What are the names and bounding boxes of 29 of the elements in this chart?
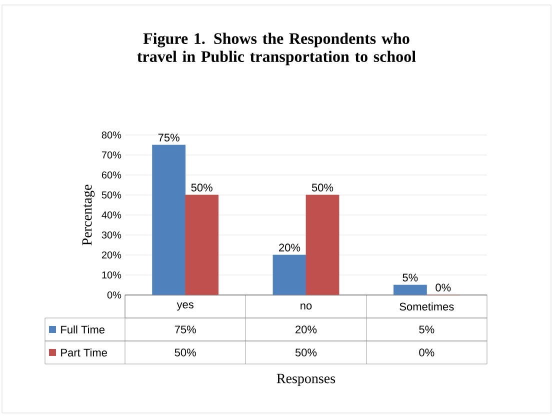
x-tick-label: yes	[176, 302, 194, 311]
x-axis-title: Responses	[276, 374, 336, 386]
y-tick-label: 10%	[102, 271, 122, 279]
x-tick-label: Sometimes	[400, 302, 454, 311]
data-label: 50%	[174, 348, 196, 356]
data-label: 5%	[419, 326, 434, 334]
y-axis-title: Percentage	[82, 184, 95, 246]
y-tick-label: 0%	[107, 291, 122, 299]
legend-label: Part Time	[61, 348, 107, 357]
chart-title: Figure 1. Shows the Respondents who travel in Public transportation to school	[137, 32, 416, 66]
text: 50%	[191, 184, 212, 192]
y-tick-label: 50%	[102, 191, 122, 199]
text: 50%	[312, 184, 334, 192]
x-tick-label: no	[300, 303, 312, 310]
y-tick-label: 20%	[102, 251, 122, 259]
legend-label: Full Time	[61, 325, 105, 334]
text: 5%	[402, 274, 418, 282]
data-label: 75%	[174, 326, 196, 334]
y-tick-label: 70%	[102, 151, 122, 159]
data-label: 0%	[419, 348, 434, 356]
text: 20%	[279, 244, 300, 252]
text: 0%	[436, 284, 451, 292]
y-tick-label: 80%	[102, 131, 122, 139]
y-tick-label: 40%	[102, 211, 122, 219]
data-label: 50%	[295, 348, 317, 356]
text: 75%	[158, 134, 180, 142]
y-tick-label: 30%	[102, 231, 122, 239]
y-tick-label: 60%	[102, 171, 122, 179]
data-label: 20%	[296, 326, 317, 334]
